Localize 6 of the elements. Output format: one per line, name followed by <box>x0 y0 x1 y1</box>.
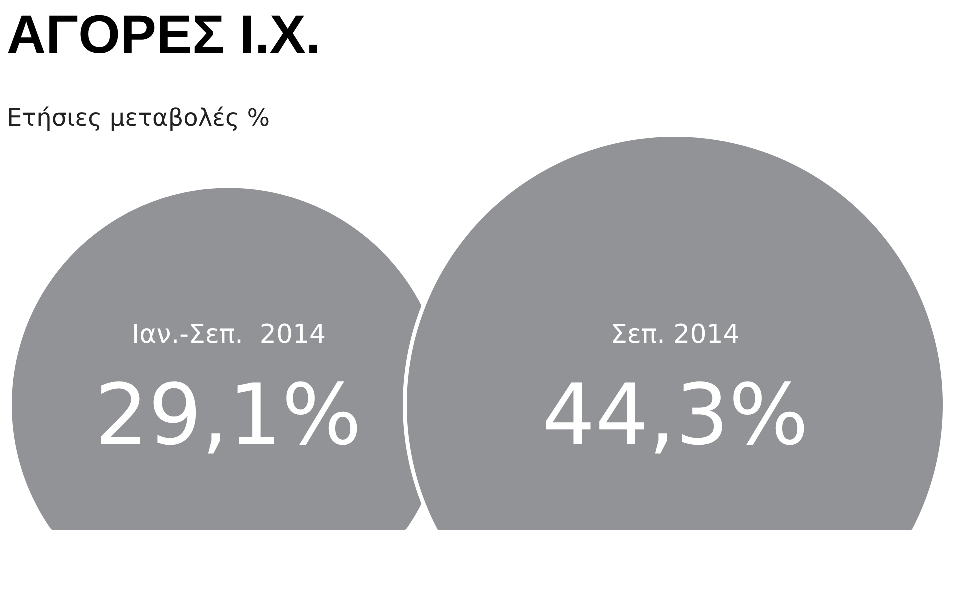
data-label: 29,1% <box>95 366 362 464</box>
category-label: Σεπ. 2014 <box>611 320 740 350</box>
text: Ετήσιες μεταβολές % <box>7 104 270 132</box>
category-label: Ιαν.-Σεπ. 2014 <box>132 320 326 350</box>
text: ΑΓΟΡΕΣ Ι.Χ. <box>7 5 321 65</box>
data-label: 44,3% <box>542 366 809 464</box>
